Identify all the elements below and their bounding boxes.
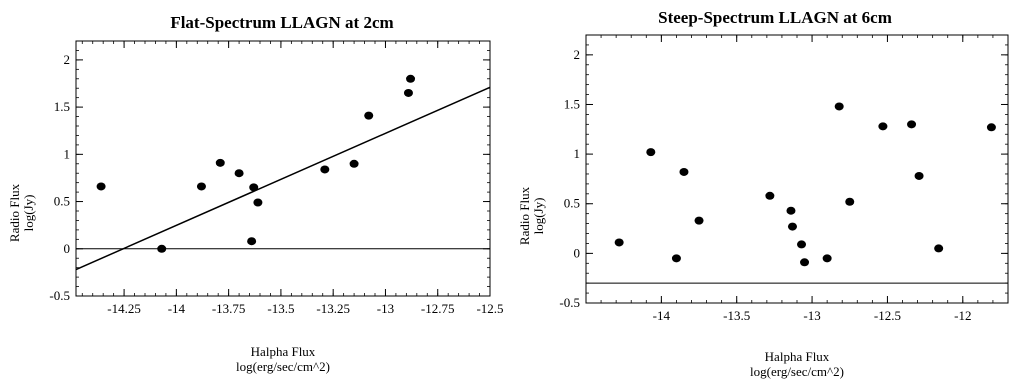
right-x-tick-label: -12 — [954, 308, 971, 323]
left-x-tick-label: -13 — [377, 301, 394, 316]
left-ylabel-line1: Radio Flux — [7, 183, 22, 242]
right-data-point — [765, 191, 775, 200]
left-ylabel: Radio Flux log(Jy) — [7, 183, 36, 242]
left-data-point — [364, 111, 374, 120]
right-x-tick-label: -13.5 — [723, 308, 750, 323]
right-data-point — [787, 222, 797, 231]
left-plot-frame — [75, 40, 491, 297]
right-xlabel-line2: log(erg/sec/cm^2) — [750, 364, 844, 379]
left-y-tick-label: 1 — [64, 146, 71, 161]
left-y-tick-label: 2 — [64, 52, 71, 67]
right-data-point — [646, 148, 656, 157]
right-ylabel-line1: Radio Flux — [517, 186, 532, 245]
right-data-point — [671, 254, 681, 263]
right-y-tick-label: 2 — [574, 47, 581, 62]
right-data-point — [786, 206, 796, 215]
right-data-point — [834, 102, 844, 111]
right-x-tick-label: -14 — [653, 308, 671, 323]
left-chart-title: Flat-Spectrum LLAGN at 2cm — [170, 13, 393, 32]
right-xlabel-line1: Halpha Flux — [765, 349, 830, 364]
left-xlabel-line2: log(erg/sec/cm^2) — [236, 359, 330, 374]
right-data-point — [845, 197, 855, 206]
left-data-point — [403, 88, 413, 97]
left-xlabel-line1: Halpha Flux — [251, 344, 316, 359]
right-data-point — [679, 167, 689, 176]
left-data-point — [96, 182, 106, 191]
left-data-point — [249, 183, 259, 192]
left-y-tick-label: 1.5 — [54, 99, 70, 114]
left-plot-area: -14.25 -14 -13.75 -13.5 -13.25 -13 -12.75 -12.5… — [49, 40, 504, 316]
left-x-tick-label: -14.25 — [107, 301, 141, 316]
right-data-point — [694, 216, 704, 225]
left-data-point — [234, 169, 244, 178]
left-data-point — [320, 165, 330, 174]
left-data-point — [215, 158, 225, 167]
left-chart: Flat-Spectrum LLAGN at 2cm Radio Flux lo… — [7, 13, 504, 374]
left-ylabel-line2: log(Jy) — [21, 195, 36, 232]
left-x-tick-label: -12.5 — [476, 301, 503, 316]
right-plot-area: -14 -13.5 -13 -12.5 -12 -0.5 0 0.5 1 1.5 2 — [559, 34, 1009, 323]
left-y-tick-label: 0 — [64, 241, 71, 256]
left-data-point — [253, 198, 263, 207]
left-x-tick-label: -13.5 — [267, 301, 294, 316]
right-data-point — [878, 122, 888, 131]
right-data-point — [614, 238, 624, 247]
right-ylabel-line2: log(Jy) — [531, 198, 546, 235]
right-y-tick-label: 1 — [574, 146, 581, 161]
left-y-tick-label: 0.5 — [54, 194, 70, 209]
left-x-tick-label: -14 — [168, 301, 186, 316]
right-data-point — [986, 123, 996, 132]
right-data-point — [822, 254, 832, 263]
right-x-tick-label: -13 — [803, 308, 820, 323]
right-ylabel: Radio Flux log(Jy) — [517, 186, 546, 245]
right-y-tick-label: 0 — [574, 245, 581, 260]
left-data-point — [247, 237, 257, 246]
left-data-point — [406, 74, 416, 83]
left-data-point — [196, 182, 206, 191]
left-data-point — [349, 159, 359, 168]
right-y-tick-label: 1.5 — [564, 96, 580, 111]
left-data-point — [157, 244, 167, 253]
right-x-tick-label: -12.5 — [874, 308, 901, 323]
right-chart-title: Steep-Spectrum LLAGN at 6cm — [658, 8, 892, 27]
left-x-tick-label: -13.25 — [316, 301, 350, 316]
right-plot-frame — [585, 34, 1009, 304]
right-y-tick-label: -0.5 — [559, 295, 580, 310]
right-data-point — [800, 258, 810, 267]
right-data-point — [914, 171, 924, 180]
left-fit-line — [75, 86, 491, 271]
right-chart: Steep-Spectrum LLAGN at 6cm Radio Flux l… — [517, 8, 1009, 379]
right-data-point — [797, 240, 807, 249]
left-y-tick-label: -0.5 — [49, 288, 70, 303]
left-x-tick-label: -12.75 — [421, 301, 455, 316]
right-data-point — [907, 120, 917, 129]
right-data-point — [934, 244, 944, 253]
left-x-tick-label: -13.75 — [212, 301, 246, 316]
right-y-tick-label: 0.5 — [564, 196, 580, 211]
